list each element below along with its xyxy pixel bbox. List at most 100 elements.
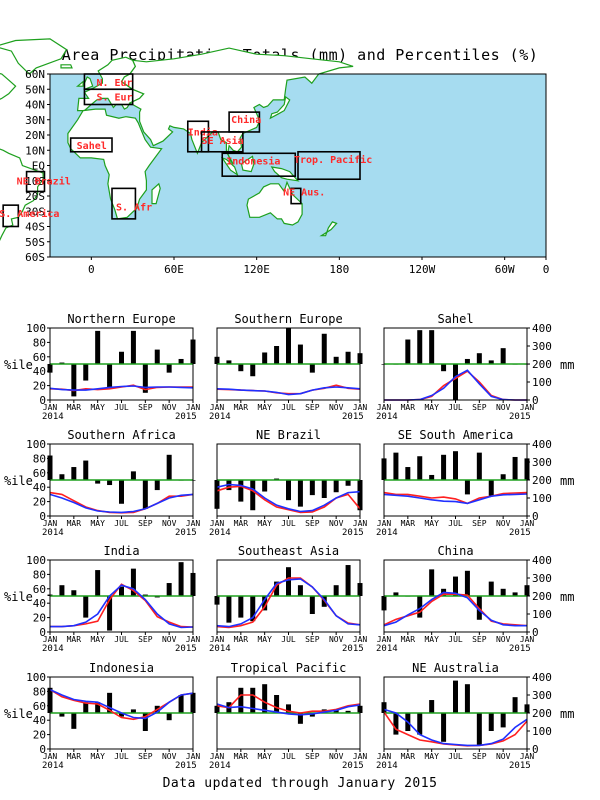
month-label: MAR: [401, 403, 416, 412]
percentile-bar: [488, 480, 494, 496]
mm-tick-label: 100: [532, 608, 552, 621]
lat-label: 30S: [25, 205, 45, 218]
month-label: JUL: [114, 635, 129, 644]
percentile-bar: [59, 474, 65, 480]
year-start-label: 2014: [209, 644, 231, 654]
lat-label: 50S: [25, 236, 45, 249]
lat-label: 50N: [25, 83, 45, 96]
percentile-bar: [154, 480, 160, 491]
month-label: MAR: [67, 403, 82, 412]
panel-china: China 0 100 200 300 400 mm JAN MAR MAY JUL SEP NOV JA…: [376, 544, 574, 654]
month-label: MAY: [90, 752, 105, 761]
percentile-bar: [166, 583, 172, 596]
year-end-label: 2015: [509, 412, 531, 422]
month-label: MAY: [90, 635, 105, 644]
percentile-bar: [95, 570, 101, 596]
percentile-bar: [417, 456, 423, 480]
percentile-bar: [453, 680, 458, 713]
pct-tick-label: 80: [33, 685, 46, 698]
percentile-bar: [142, 364, 148, 393]
month-label: MAR: [401, 519, 416, 528]
landmass-14: [151, 182, 161, 205]
percentile-bar: [488, 360, 494, 364]
pct-axis-label: %ile: [4, 707, 33, 721]
pct-tick-label: 0: [39, 743, 46, 756]
landmass-1: [67, 108, 163, 220]
percentile-bar: [333, 480, 339, 493]
percentile-bar: [393, 592, 399, 596]
percentile-bar: [95, 330, 101, 364]
mm-tick-label: 100: [532, 492, 552, 505]
year-end-label: 2015: [509, 528, 531, 538]
mm-tick-label: 200: [532, 358, 552, 371]
month-label: SEP: [138, 752, 153, 761]
lat-label: 20N: [25, 129, 45, 142]
year-start-label: 2014: [209, 412, 231, 422]
year-end-label: 2015: [175, 412, 197, 422]
year-end-label: 2015: [509, 761, 531, 771]
percentile-bar: [130, 709, 136, 713]
region-label-s-eur: S. Eur: [96, 92, 132, 103]
percentile-bar: [107, 480, 113, 486]
region-label-ne-brazil: NE Brazil: [17, 176, 71, 188]
normal-line: [216, 386, 361, 396]
month-label: SEP: [305, 752, 320, 761]
mm-tick-label: 200: [532, 707, 552, 720]
percentile-bar: [333, 709, 339, 713]
percentile-bar: [512, 456, 518, 480]
pct-tick-label: 100: [26, 554, 46, 567]
panel-title: Southern Africa: [67, 428, 175, 442]
year-start-label: 2014: [376, 761, 398, 771]
pct-tick-label: 80: [33, 568, 46, 581]
year-end-label: 2015: [342, 528, 364, 538]
percentile-bar: [297, 344, 303, 364]
percentile-bar: [83, 596, 89, 618]
pct-tick-label: 60: [33, 467, 46, 480]
mm-tick-label: 400: [532, 671, 552, 684]
month-label: JAN: [377, 752, 392, 761]
lon-label: 120W: [409, 263, 436, 276]
percentile-bar: [262, 352, 268, 364]
lon-label: 120E: [243, 263, 270, 276]
lon-label: 180: [329, 263, 349, 276]
percentile-bar: [130, 471, 136, 480]
panel-title: Northern Europe: [67, 312, 175, 326]
month-label: JAN: [43, 752, 58, 761]
pct-tick-label: 20: [33, 729, 46, 742]
month-label: JAN: [520, 403, 535, 412]
mm-axis-label: mm: [560, 474, 574, 488]
month-label: JUL: [448, 519, 463, 528]
pct-tick-label: 60: [33, 583, 46, 596]
percentile-bar: [71, 364, 77, 397]
month-label: MAY: [257, 519, 272, 528]
percentile-bar: [429, 474, 435, 480]
month-label: NOV: [329, 403, 344, 412]
panel-title: Southeast Asia: [238, 544, 339, 558]
panel-ne-australia: NE Australia 0 100 200 300 400 mm JAN MAR MAY JUL S…: [376, 661, 574, 771]
percentile-bar: [297, 713, 303, 724]
month-label: JUL: [281, 752, 296, 761]
month-label: NOV: [162, 635, 177, 644]
pct-tick-label: 40: [33, 481, 46, 494]
percentile-bar: [393, 713, 399, 735]
year-end-label: 2015: [509, 644, 531, 654]
percentile-bar: [512, 592, 518, 596]
mm-tick-label: 200: [532, 474, 552, 487]
mm-tick-label: 0: [532, 510, 539, 523]
month-label: JAN: [353, 752, 368, 761]
percentile-bar: [345, 351, 351, 364]
month-label: SEP: [138, 635, 153, 644]
normal-line: [49, 493, 194, 514]
region-label-china: China: [231, 114, 261, 126]
year-start-label: 2014: [209, 528, 231, 538]
panel-sahel: Sahel 0 100 200 300 400 mm JAN MAR MAY JUL SEP NOV JA…: [376, 312, 574, 422]
year-start-label: 2014: [42, 644, 64, 654]
month-label: JUL: [281, 403, 296, 412]
panel-title: SE South America: [398, 428, 514, 442]
panel-se-south-america: SE South America 0 100 200 300 400 mm JAN MAR MAY…: [376, 428, 574, 538]
month-label: JUL: [281, 635, 296, 644]
percentile-bar: [119, 586, 124, 596]
region-box-s-eur: [83, 88, 134, 106]
year-end-label: 2015: [175, 528, 197, 538]
